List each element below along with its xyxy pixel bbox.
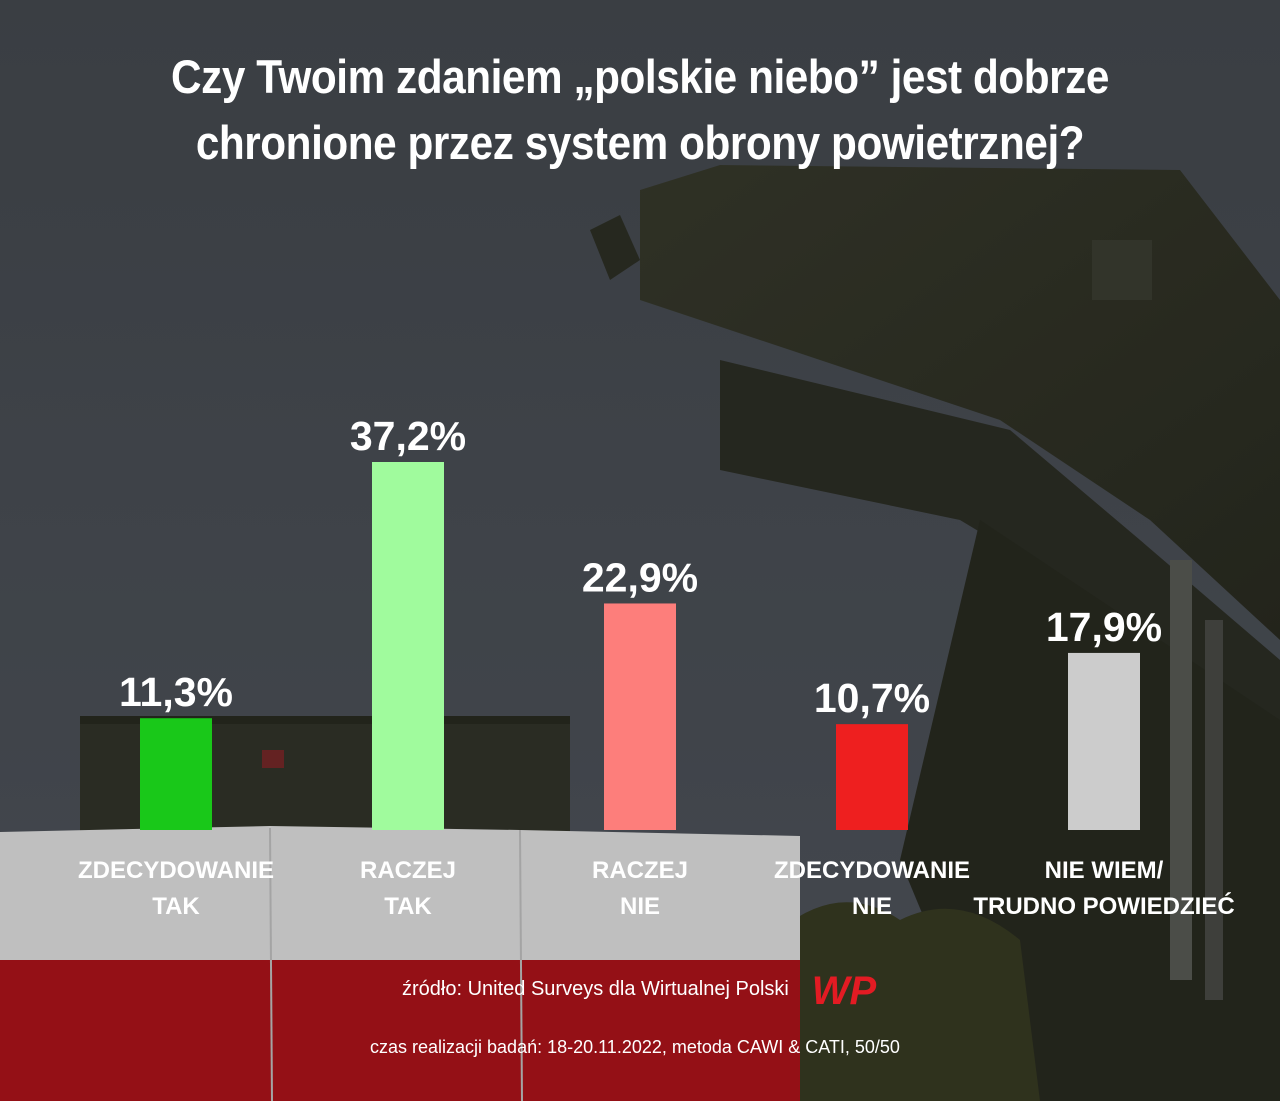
category-label-4-line-2: NIE (852, 893, 892, 920)
source-note: źródło: United Surveys dla Wirtualnej Po… (402, 978, 789, 1000)
bar-1 (140, 718, 212, 830)
bar-2 (372, 462, 444, 830)
category-label-3-line-2: NIE (620, 893, 660, 920)
value-label-1: 11,3% (119, 669, 233, 715)
title-line-2: chronione przez system obrony powietrzne… (195, 116, 1085, 169)
wp-logo-text: WP (812, 969, 877, 1012)
category-label-2-line-1: RACZEJ (360, 857, 456, 884)
wp-logo: WP (812, 969, 877, 1012)
chart-title: Czy Twoim zdaniem „polskie niebo” jest d… (100, 44, 1180, 176)
value-label-3: 22,9% (582, 554, 698, 600)
value-label-2: 37,2% (350, 413, 466, 459)
category-label-5-line-2: TRUDNO POWIEDZIEĆ (973, 892, 1234, 920)
flag-bunting (0, 826, 800, 1101)
trees-silhouette (780, 902, 1040, 1101)
bar-4 (836, 724, 908, 830)
method-note: czas realizacji badań: 18-20.11.2022, me… (370, 1037, 900, 1057)
category-label-4-line-1: ZDECYDOWANIE (774, 857, 970, 884)
title-line-1: Czy Twoim zdaniem „polskie niebo” jest d… (171, 50, 1109, 103)
category-label-3-line-1: RACZEJ (592, 857, 688, 884)
category-label-1-line-2: TAK (152, 893, 200, 920)
value-label-5: 17,9% (1046, 604, 1162, 650)
value-label-4: 10,7% (814, 675, 930, 721)
bar-5 (1068, 652, 1140, 830)
bar-3 (604, 603, 676, 830)
category-label-1-line-1: ZDECYDOWANIE (78, 857, 274, 884)
category-label-2-line-2: TAK (384, 893, 432, 920)
category-label-5-line-1: NIE WIEM/ (1045, 857, 1164, 884)
